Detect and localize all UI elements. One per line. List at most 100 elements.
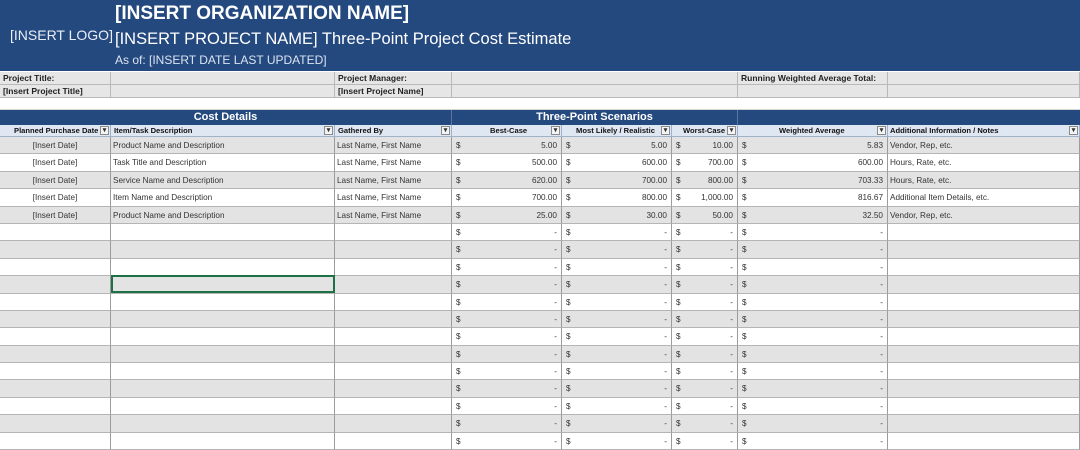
cell-likely[interactable]: $ - <box>562 276 672 294</box>
cell-worst[interactable]: $ - <box>672 241 738 259</box>
cell-date[interactable] <box>0 397 111 416</box>
cell-likely[interactable]: $ - <box>562 241 672 259</box>
column-header-worst[interactable]: Worst-Case ▾ <box>672 125 738 137</box>
cell-best[interactable]: $ - <box>452 223 562 242</box>
cell-weighted[interactable]: $ 32.50 <box>738 206 888 224</box>
cell-item[interactable]: Product Name and Description <box>111 206 335 224</box>
project-title-value-spacer[interactable] <box>111 85 335 98</box>
filter-dropdown-icon[interactable]: ▾ <box>551 126 560 135</box>
cell-notes[interactable] <box>888 380 1080 398</box>
cell-likely[interactable]: $ - <box>562 397 672 416</box>
cell-best[interactable]: $ - <box>452 432 562 450</box>
cell-best[interactable]: $ - <box>452 328 562 346</box>
filter-dropdown-icon[interactable]: ▾ <box>441 126 450 135</box>
cell-likely[interactable]: $ - <box>562 345 672 364</box>
cell-item[interactable] <box>111 363 335 381</box>
cell-worst[interactable]: $ - <box>672 223 738 242</box>
cell-likely[interactable]: $ - <box>562 328 672 346</box>
cell-item[interactable] <box>111 415 335 433</box>
cell-gathered[interactable] <box>335 276 452 294</box>
column-header-gathered[interactable]: Gathered By ▾ <box>335 125 452 137</box>
cell-gathered[interactable] <box>335 310 452 329</box>
cell-best[interactable]: $ - <box>452 363 562 381</box>
cell-date[interactable] <box>0 276 111 294</box>
cell-item[interactable] <box>111 432 335 450</box>
cell-date[interactable] <box>0 258 111 277</box>
cell-date[interactable]: [Insert Date] <box>0 171 111 190</box>
cell-gathered[interactable] <box>335 345 452 364</box>
cell-weighted[interactable]: $ - <box>738 258 888 277</box>
cell-date[interactable] <box>0 293 111 311</box>
cell-notes[interactable] <box>888 241 1080 259</box>
cell-weighted[interactable]: $ - <box>738 380 888 398</box>
project-title-label[interactable]: Project Title: <box>0 72 111 85</box>
cell-notes[interactable]: Hours, Rate, etc. <box>888 154 1080 172</box>
cell-worst[interactable]: $ - <box>672 415 738 433</box>
filter-dropdown-icon[interactable]: ▾ <box>727 126 736 135</box>
cell-weighted[interactable]: $ - <box>738 415 888 433</box>
filter-dropdown-icon[interactable]: ▾ <box>324 126 333 135</box>
cell-date[interactable] <box>0 380 111 398</box>
cell-worst[interactable]: $ 800.00 <box>672 171 738 190</box>
cell-worst[interactable]: $ - <box>672 276 738 294</box>
cell-date[interactable]: [Insert Date] <box>0 154 111 172</box>
cell-notes[interactable]: Hours, Rate, etc. <box>888 171 1080 190</box>
cell-worst[interactable]: $ - <box>672 432 738 450</box>
cell-item[interactable]: Item Name and Description <box>111 189 335 207</box>
cell-weighted[interactable]: $ - <box>738 397 888 416</box>
cell-weighted[interactable]: $ - <box>738 328 888 346</box>
cell-worst[interactable]: $ 10.00 <box>672 137 738 155</box>
cell-best[interactable]: $ - <box>452 397 562 416</box>
cell-weighted[interactable]: $ 5.83 <box>738 137 888 155</box>
cell-best[interactable]: $ - <box>452 310 562 329</box>
cell-item[interactable] <box>111 241 335 259</box>
cell-likely[interactable]: $ 800.00 <box>562 189 672 207</box>
running-total-label[interactable]: Running Weighted Average Total: <box>738 72 888 85</box>
cell-likely[interactable]: $ - <box>562 223 672 242</box>
cell-date[interactable] <box>0 310 111 329</box>
cell-item[interactable]: Service Name and Description <box>111 171 335 190</box>
cell-notes[interactable] <box>888 276 1080 294</box>
project-title-label-spacer[interactable] <box>111 72 335 85</box>
cell-weighted[interactable]: $ 816.67 <box>738 189 888 207</box>
cell-date[interactable] <box>0 345 111 364</box>
cell-gathered[interactable] <box>335 223 452 242</box>
cell-weighted[interactable]: $ - <box>738 241 888 259</box>
cell-worst[interactable]: $ 1,000.00 <box>672 189 738 207</box>
cell-worst[interactable]: $ - <box>672 310 738 329</box>
cell-gathered[interactable]: Last Name, First Name <box>335 137 452 155</box>
cell-item[interactable] <box>111 345 335 364</box>
cell-worst[interactable]: $ - <box>672 380 738 398</box>
cell-likely[interactable]: $ - <box>562 432 672 450</box>
cell-notes[interactable] <box>888 415 1080 433</box>
cell-gathered[interactable] <box>335 293 452 311</box>
cell-weighted[interactable]: $ - <box>738 310 888 329</box>
cell-item[interactable]: Task Title and Description <box>111 154 335 172</box>
cell-likely[interactable]: $ - <box>562 293 672 311</box>
cell-worst[interactable]: $ 50.00 <box>672 206 738 224</box>
cell-worst[interactable]: $ - <box>672 345 738 364</box>
column-header-weighted[interactable]: Weighted Average ▾ <box>738 125 888 137</box>
cell-gathered[interactable] <box>335 415 452 433</box>
cell-notes[interactable] <box>888 397 1080 416</box>
cell-likely[interactable]: $ 600.00 <box>562 154 672 172</box>
cell-likely[interactable]: $ 700.00 <box>562 171 672 190</box>
cell-weighted[interactable]: $ 703.33 <box>738 171 888 190</box>
cell-likely[interactable]: $ - <box>562 380 672 398</box>
cell-best[interactable]: $ 5.00 <box>452 137 562 155</box>
cell-weighted[interactable]: $ - <box>738 223 888 242</box>
cell-weighted[interactable]: $ - <box>738 363 888 381</box>
running-total-value[interactable] <box>888 72 1080 85</box>
cell-notes[interactable] <box>888 223 1080 242</box>
cell-notes[interactable]: Vendor, Rep, etc. <box>888 206 1080 224</box>
cell-weighted[interactable]: $ 600.00 <box>738 154 888 172</box>
filter-dropdown-icon[interactable]: ▾ <box>1069 126 1078 135</box>
cell-item[interactable] <box>111 380 335 398</box>
cell-notes[interactable] <box>888 345 1080 364</box>
running-total-blank[interactable] <box>738 85 888 98</box>
cell-likely[interactable]: $ - <box>562 363 672 381</box>
cell-best[interactable]: $ - <box>452 415 562 433</box>
filter-dropdown-icon[interactable]: ▾ <box>877 126 886 135</box>
cell-likely[interactable]: $ - <box>562 310 672 329</box>
cell-likely[interactable]: $ - <box>562 415 672 433</box>
